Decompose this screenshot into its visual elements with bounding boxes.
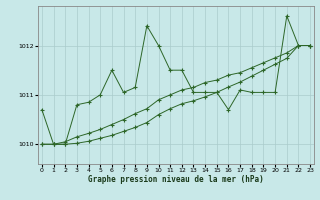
X-axis label: Graphe pression niveau de la mer (hPa): Graphe pression niveau de la mer (hPa) — [88, 175, 264, 184]
